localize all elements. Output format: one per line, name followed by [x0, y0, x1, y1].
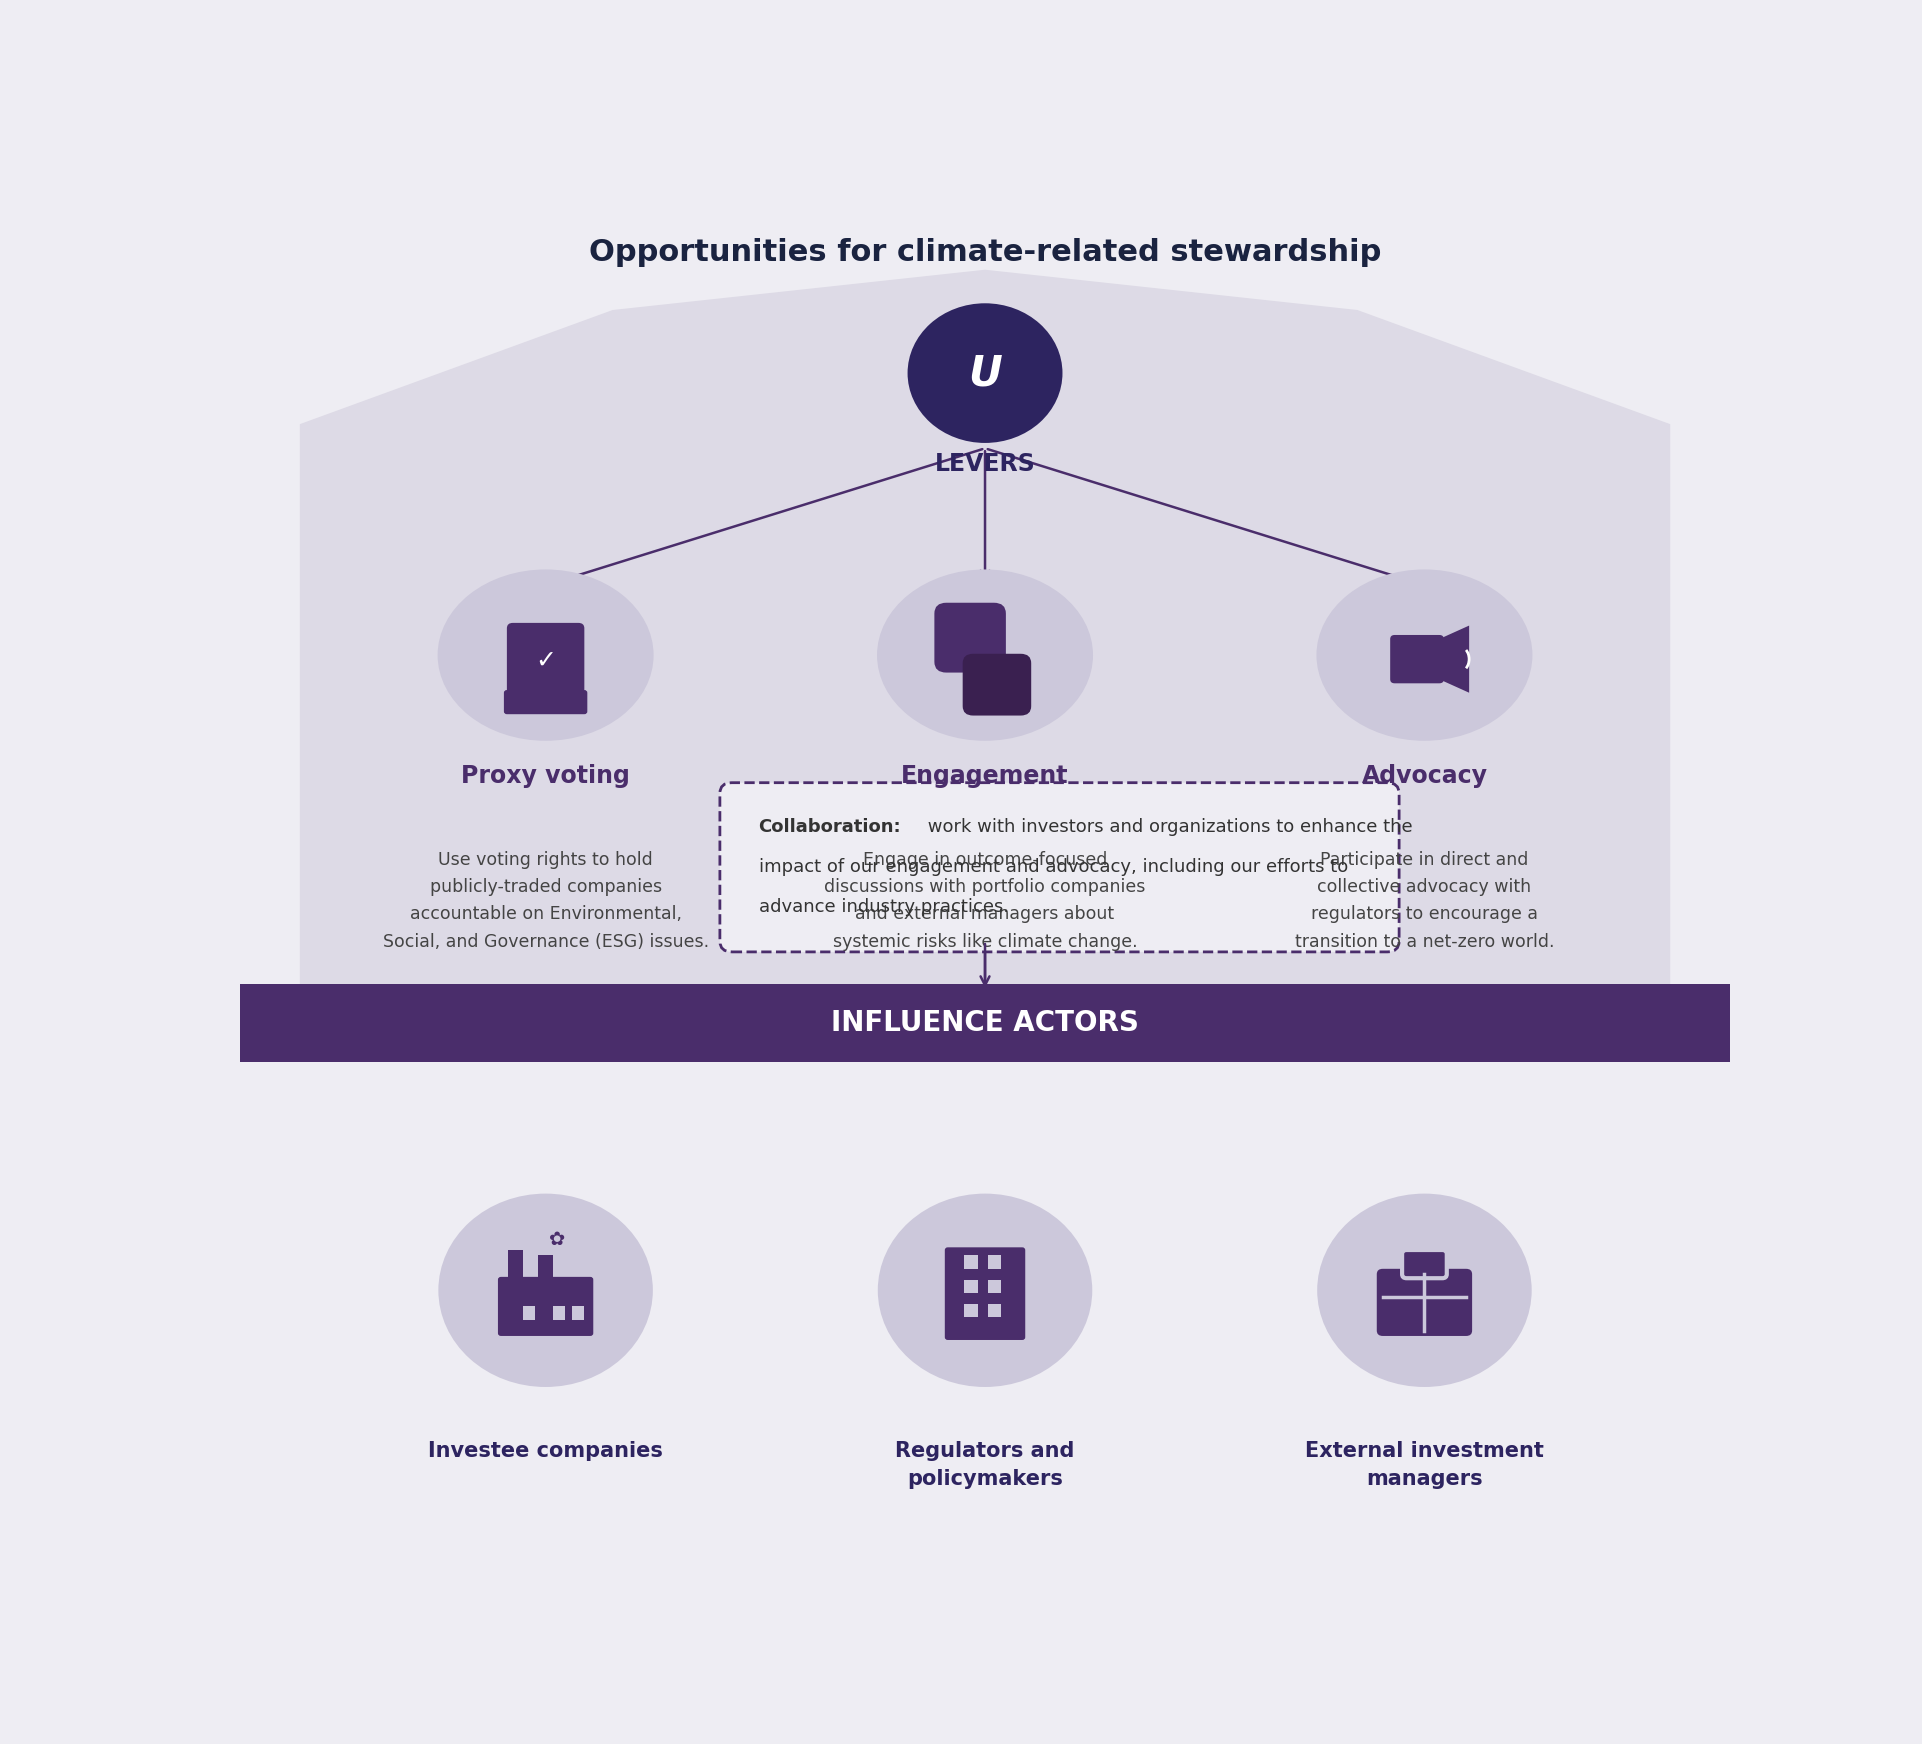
Bar	[573, 1306, 584, 1320]
FancyBboxPatch shape	[504, 691, 588, 715]
Text: External investment
managers: External investment managers	[1305, 1441, 1543, 1489]
Text: LEVERS: LEVERS	[934, 452, 1036, 476]
FancyBboxPatch shape	[498, 1277, 594, 1336]
Polygon shape	[1440, 626, 1468, 692]
Circle shape	[878, 1193, 1092, 1386]
Polygon shape	[300, 270, 1670, 1022]
FancyBboxPatch shape	[507, 623, 584, 701]
Text: work with investors and organizations to enhance the: work with investors and organizations to…	[923, 818, 1413, 835]
Bar	[523, 1306, 534, 1320]
Circle shape	[438, 1193, 653, 1386]
FancyBboxPatch shape	[1376, 1270, 1472, 1336]
FancyBboxPatch shape	[934, 603, 1005, 673]
Text: Collaboration:: Collaboration:	[759, 818, 901, 835]
FancyBboxPatch shape	[963, 654, 1032, 715]
Text: ✓: ✓	[534, 649, 555, 673]
Text: Investee companies: Investee companies	[429, 1441, 663, 1461]
Text: U: U	[969, 352, 1001, 394]
Bar	[965, 1280, 978, 1292]
Circle shape	[1317, 1193, 1532, 1386]
Text: Regulators and
policymakers: Regulators and policymakers	[896, 1441, 1074, 1489]
Ellipse shape	[876, 570, 1094, 741]
FancyBboxPatch shape	[721, 783, 1399, 952]
Bar	[507, 1250, 523, 1280]
Bar	[988, 1305, 1001, 1317]
Bar	[965, 1305, 978, 1317]
Circle shape	[907, 303, 1063, 443]
Text: Engagement: Engagement	[901, 764, 1069, 788]
Bar	[554, 1306, 565, 1320]
Bar	[538, 1256, 554, 1280]
FancyBboxPatch shape	[1403, 1250, 1447, 1278]
Text: Proxy voting: Proxy voting	[461, 764, 630, 788]
Text: impact of our engagement and advocacy, including our efforts to: impact of our engagement and advocacy, i…	[759, 858, 1347, 875]
Text: Advocacy: Advocacy	[1361, 764, 1488, 788]
Text: Opportunities for climate-related stewardship: Opportunities for climate-related stewar…	[588, 237, 1382, 267]
Text: ✿: ✿	[550, 1230, 565, 1249]
Bar	[988, 1256, 1001, 1270]
FancyBboxPatch shape	[946, 1247, 1024, 1339]
Text: INFLUENCE ACTORS: INFLUENCE ACTORS	[830, 1010, 1140, 1038]
Ellipse shape	[1317, 570, 1532, 741]
FancyBboxPatch shape	[1390, 635, 1443, 684]
Text: Participate in direct and
collective advocacy with
regulators to encourage a
tra: Participate in direct and collective adv…	[1295, 851, 1555, 950]
Ellipse shape	[438, 570, 653, 741]
Bar	[240, 984, 1730, 1062]
Text: advance industry practices.: advance industry practices.	[759, 898, 1009, 916]
Bar	[965, 1256, 978, 1270]
Text: Engage in outcome-focused
discussions with portfolio companies
and external mana: Engage in outcome-focused discussions wi…	[825, 851, 1146, 950]
Bar	[988, 1280, 1001, 1292]
Text: Use voting rights to hold
publicly-traded companies
accountable on Environmental: Use voting rights to hold publicly-trade…	[382, 851, 709, 950]
